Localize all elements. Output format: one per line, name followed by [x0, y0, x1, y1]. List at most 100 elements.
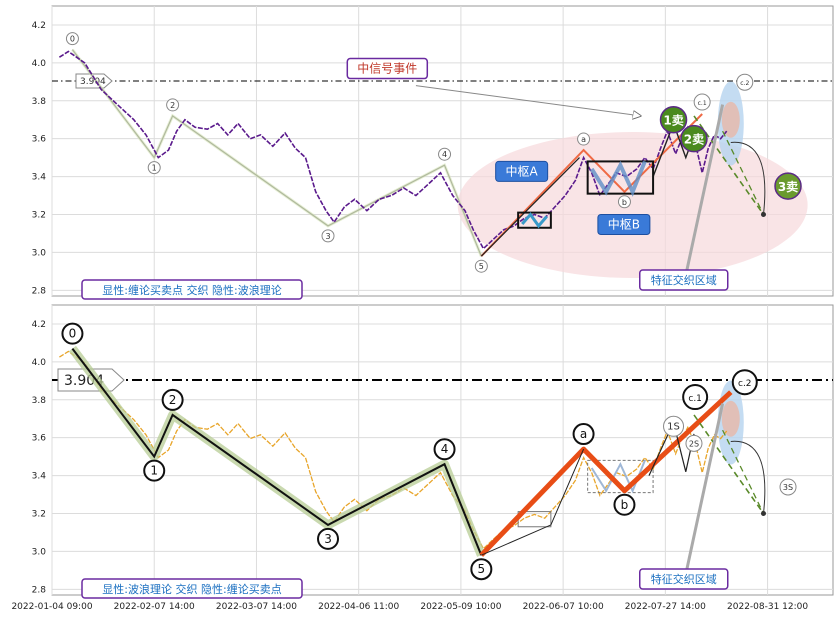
wave-label: a [581, 135, 586, 144]
wave-label-circle [161, 388, 184, 411]
sell-signal-marker [659, 105, 688, 134]
wave-label: c.2 [738, 379, 752, 389]
wave-label-circle [438, 147, 452, 161]
interweave-region-ellipse [457, 132, 808, 279]
wave-label: 1 [152, 164, 157, 173]
y-tick-label: 3.6 [32, 135, 47, 145]
wave-label-circle [577, 132, 591, 146]
wave-label-circle [61, 322, 84, 345]
wave-label-circle [147, 161, 161, 175]
y-tick-label: 3.2 [32, 210, 46, 220]
zhongshu-b-zigzag [590, 160, 647, 197]
legend-label: 显性:波浪理论 交织 隐性:缠论买卖点 [102, 582, 281, 596]
bottom-panel: 2.83.03.23.43.63.84.04.23.904012345abc.1… [11, 304, 834, 612]
zhongshu-a-label: 中枢A [506, 163, 539, 178]
wave-label-circle [143, 459, 166, 482]
y-tick-label: 3.4 [32, 472, 47, 482]
wave-label-circle [731, 369, 758, 396]
wave-label-circle [572, 423, 595, 446]
wave-label: 4 [442, 150, 447, 159]
region-label: 特征交织区域 [651, 273, 717, 287]
sell-signal-label: 2S [689, 439, 699, 448]
zhongshu-box [517, 211, 552, 229]
legend-box [81, 578, 303, 599]
zhongshu-box [587, 459, 654, 494]
wave-label: a [580, 427, 587, 441]
wave-label: c.2 [740, 80, 749, 87]
sell-signal-label: 1卖 [663, 113, 683, 128]
region-pointer [684, 403, 725, 575]
sell-signal-marker [680, 124, 708, 153]
y-tick-label: 4.0 [32, 358, 47, 368]
x-tick-label: 2022-02-07 14:00 [114, 602, 195, 612]
zhongshu-b-label-box [597, 213, 651, 235]
projection-dashed-line-2 [722, 130, 765, 215]
x-tick-label: 2022-08-31 12:00 [727, 602, 808, 612]
sell-signal-label: 1S [667, 421, 680, 432]
wave-skeleton-highlight [71, 48, 483, 257]
sell-signal-marker [685, 434, 703, 452]
wave-label: 1 [150, 464, 158, 478]
y-tick-label: 4.2 [32, 320, 46, 330]
wave-label-circle [617, 195, 631, 209]
recent-wave-line [648, 420, 695, 476]
wave-label-circle [693, 93, 711, 111]
y-tick-label: 2.8 [32, 286, 47, 296]
wave-label: c.1 [698, 100, 707, 107]
projection-arc [730, 440, 766, 514]
zhongshu-a-zigzag [521, 212, 548, 229]
region-label-box [639, 568, 729, 590]
x-tick-label: 2022-05-09 10:00 [420, 602, 501, 612]
event-label: 中信号事件 [357, 61, 417, 76]
wave-label-circle [166, 98, 180, 112]
y-tick-label: 3.2 [32, 509, 46, 519]
wave-label: 5 [479, 262, 484, 271]
wave-label: 2 [170, 101, 175, 110]
reference-value-label: 3.904 [80, 77, 106, 87]
x-tick-label: 2022-07-27 14:00 [625, 602, 706, 612]
abc-trend-line [480, 113, 703, 257]
projection-arc [730, 141, 766, 215]
region-label: 特征交织区域 [651, 572, 717, 586]
wave-label-circle [317, 527, 340, 550]
wave-label: 0 [69, 327, 77, 341]
wave-label-circle [321, 229, 335, 243]
y-tick-label: 4.0 [32, 59, 47, 69]
sell-signal-marker [779, 478, 797, 496]
event-arrow [415, 85, 641, 116]
x-tick-label: 2022-03-07 14:00 [216, 602, 297, 612]
y-tick-label: 3.8 [32, 396, 47, 406]
event-label-box [346, 57, 429, 80]
projection-dashed-line-2 [722, 429, 765, 514]
wave-line [71, 347, 483, 556]
sell-signal-marker [774, 172, 802, 200]
wave-label: 3 [324, 532, 332, 546]
x-tick-label: 2022-06-07 10:00 [523, 602, 604, 612]
wave-label: 3 [325, 232, 330, 241]
wave-label: b [621, 498, 629, 512]
sell-signal-label: 3卖 [778, 179, 798, 194]
wave-label-circle [433, 438, 456, 461]
top-panel: 2.8 3.0 3.2 3.4 3.6 3.8 4.0 4.2 3.904 0 1 2 3 4 5 a b c.1… [32, 5, 834, 300]
zhongshu-a-label-box [495, 160, 549, 182]
region-pointer [684, 104, 725, 276]
y-tick-label: 4.2 [32, 21, 46, 31]
c-wave-inner-ellipse [721, 400, 740, 437]
wave-label: 5 [478, 562, 486, 576]
y-tick-label: 2.8 [32, 585, 47, 595]
region-label-box [639, 269, 729, 291]
legend-label: 显性:缠论买卖点 交织 隐性:波浪理论 [102, 283, 281, 297]
zhongshu-b-label: 中枢B [608, 216, 640, 231]
sell-signal-label: 3S [783, 483, 793, 492]
wave-label-circle [736, 73, 754, 91]
wave-label-circle [65, 32, 79, 46]
inner-wave-line [480, 157, 580, 257]
projection-dashed-line [693, 414, 765, 514]
y-tick-label: 3.0 [32, 248, 47, 258]
sell-signal-marker [663, 415, 685, 437]
legend-box [81, 279, 303, 300]
y-tick-label: 3.0 [32, 547, 47, 557]
y-tick-label: 3.8 [32, 97, 47, 107]
